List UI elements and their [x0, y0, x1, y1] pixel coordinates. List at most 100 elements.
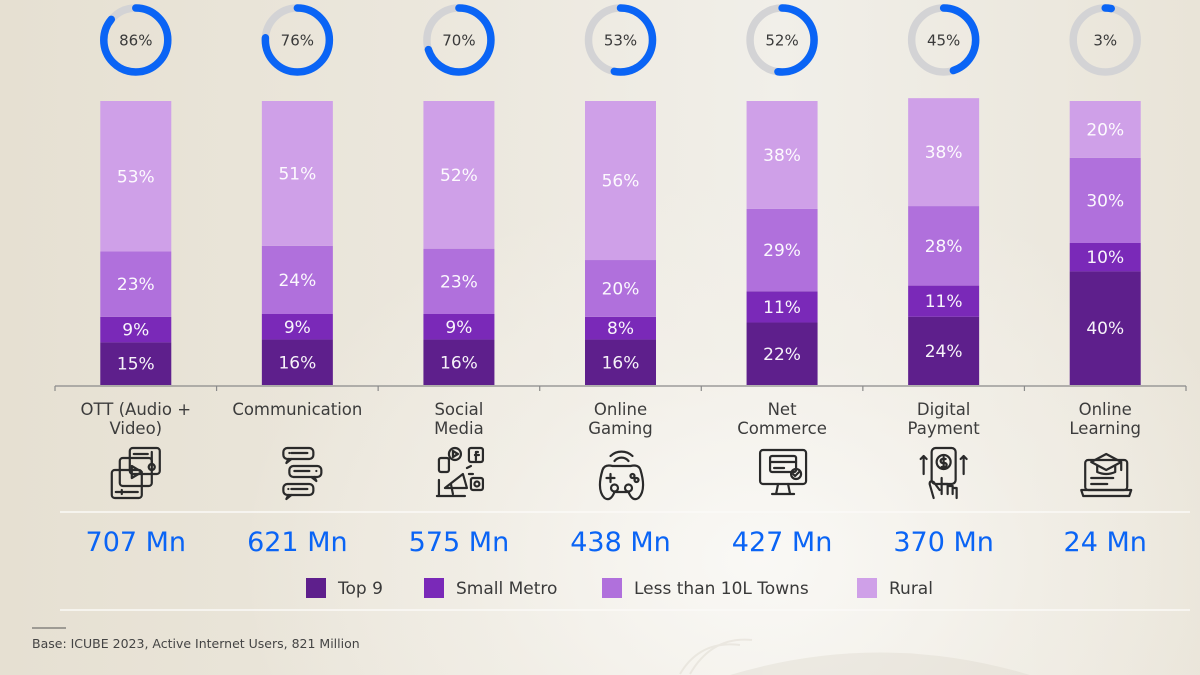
- bar-segment: [908, 206, 980, 286]
- bar-stack: 22% 11% 29% 38%: [746, 101, 818, 385]
- category-label: Social Media: [434, 400, 484, 438]
- bar-segment: [423, 101, 495, 249]
- user-count-value: 24 Mn: [1064, 527, 1147, 558]
- bar-value-label: 23%: [117, 275, 155, 295]
- bar-stack: 16% 8% 20% 56%: [585, 101, 656, 385]
- bar-value-label: 28%: [925, 237, 963, 257]
- ring-progress: [746, 4, 818, 76]
- ring-label: 53%: [604, 32, 637, 50]
- video-player-icon: [110, 446, 161, 500]
- ring-progress: [907, 4, 980, 76]
- legend-label: Less than 10L Towns: [634, 579, 809, 599]
- bar-value-label: 38%: [925, 143, 963, 163]
- footnote: Base: ICUBE 2023, Active Internet Users,…: [32, 636, 360, 651]
- bar-value-label: 40%: [1086, 319, 1124, 339]
- bar-value-label: 8%: [607, 319, 634, 339]
- category-label: Net Commerce: [737, 400, 827, 438]
- user-count-value: 427 Mn: [732, 527, 833, 558]
- legend-swatch: [306, 578, 326, 598]
- chat-bubbles-icon: [282, 446, 323, 501]
- bar-value-label: 22%: [763, 345, 801, 365]
- bar-value-label: 29%: [763, 241, 801, 261]
- category-label: Online Gaming: [588, 400, 653, 438]
- bar-segment: [261, 339, 333, 385]
- category-label: OTT (Audio + Video): [81, 400, 192, 438]
- user-count-value: 370 Mn: [893, 527, 994, 558]
- ring-progress: [1069, 4, 1141, 76]
- user-count-value: 438 Mn: [570, 527, 671, 558]
- ring-label: 52%: [765, 32, 798, 50]
- gamepad-icon: [598, 450, 645, 501]
- ring-progress: [423, 4, 495, 76]
- bar-stack: 40% 10% 30% 20%: [1069, 101, 1141, 385]
- bar-value-label: 9%: [122, 321, 149, 341]
- bar-value-label: 15%: [117, 355, 155, 375]
- legend: Top 9 Small Metro Less than 10L Towns Rural: [306, 578, 933, 599]
- legend-label: Small Metro: [456, 579, 557, 599]
- bar-value-label: 16%: [602, 353, 640, 373]
- bar-value-label: 20%: [1086, 120, 1124, 140]
- bar-stack: 15% 9% 23% 53%: [100, 101, 172, 385]
- ring-label: 70%: [442, 32, 475, 50]
- penetration-rings: 86% 76% 70% 53% 52% 45% 3%: [100, 4, 1141, 76]
- bar-value-label: 51%: [278, 164, 316, 184]
- ring-label: 3%: [1093, 32, 1117, 50]
- online-shopping-monitor-icon: [758, 448, 808, 496]
- bar-segment: [585, 101, 656, 261]
- legend-swatch: [857, 578, 877, 598]
- bar-segment: [746, 291, 818, 323]
- bar-value-label: 10%: [1086, 248, 1124, 268]
- penetration-ring: 70%: [423, 4, 495, 76]
- social-media-megaphone-icon: [435, 446, 485, 498]
- bar-value-label: 11%: [925, 292, 963, 312]
- legend-label: Top 9: [337, 579, 383, 599]
- stacked-bars: 15% 9% 23% 53% 16% 9% 24% 51% 16% 9% 23% 52% 16% 8% 20…: [100, 98, 1141, 385]
- bar-segment: [100, 251, 172, 317]
- bar-value-label: 56%: [602, 172, 640, 192]
- bar-stack: 24% 11% 28% 38%: [908, 98, 980, 385]
- bar-value-label: 16%: [440, 353, 478, 373]
- penetration-ring: 76%: [261, 4, 334, 76]
- penetration-ring: 86%: [100, 4, 172, 76]
- bar-segment: [1069, 101, 1141, 158]
- category-label: Digital Payment: [908, 400, 981, 438]
- penetration-ring: 53%: [584, 4, 657, 76]
- bar-value-label: 24%: [278, 271, 316, 291]
- bar-segment: [1069, 243, 1141, 272]
- bar-value-label: 9%: [284, 318, 311, 338]
- bar-segment: [100, 101, 172, 252]
- bar-segment: [1069, 271, 1141, 385]
- user-counts: 707 Mn 621 Mn 575 Mn 438 Mn 427 Mn 370 Mn 24 M…: [86, 527, 1147, 558]
- bar-segment: [1069, 157, 1141, 243]
- bar-value-label: 23%: [440, 272, 478, 292]
- legend-item: Small Metro: [424, 578, 557, 599]
- bar-segment: [261, 101, 333, 246]
- bar-value-label: 30%: [1086, 191, 1124, 211]
- penetration-ring: 52%: [746, 4, 818, 76]
- category-icons: [110, 446, 1133, 501]
- user-count-value: 575 Mn: [409, 527, 510, 558]
- user-count-value: 621 Mn: [247, 527, 348, 558]
- bar-value-label: 38%: [763, 146, 801, 166]
- legend-label: Rural: [889, 579, 933, 599]
- penetration-ring: 45%: [907, 4, 980, 76]
- legend-item: Less than 10L Towns: [602, 578, 809, 599]
- ring-progress: [100, 4, 172, 76]
- bar-segment: [585, 339, 656, 385]
- ring-label: 86%: [119, 32, 152, 50]
- bar-segment: [908, 285, 980, 317]
- legend-swatch: [602, 578, 622, 598]
- bar-stack: 16% 9% 24% 51%: [261, 101, 333, 385]
- bar-segment: [746, 322, 818, 385]
- bar-segment: [100, 316, 172, 343]
- bar-value-label: 11%: [763, 298, 801, 318]
- bar-value-label: 24%: [925, 342, 963, 362]
- bar-segment: [100, 342, 172, 385]
- bar-segment: [746, 208, 818, 292]
- ring-progress: [584, 4, 657, 76]
- bar-segment: [585, 316, 656, 340]
- legend-swatch: [424, 578, 444, 598]
- x-axis: [54, 385, 1187, 391]
- legend-item: Rural: [857, 578, 933, 599]
